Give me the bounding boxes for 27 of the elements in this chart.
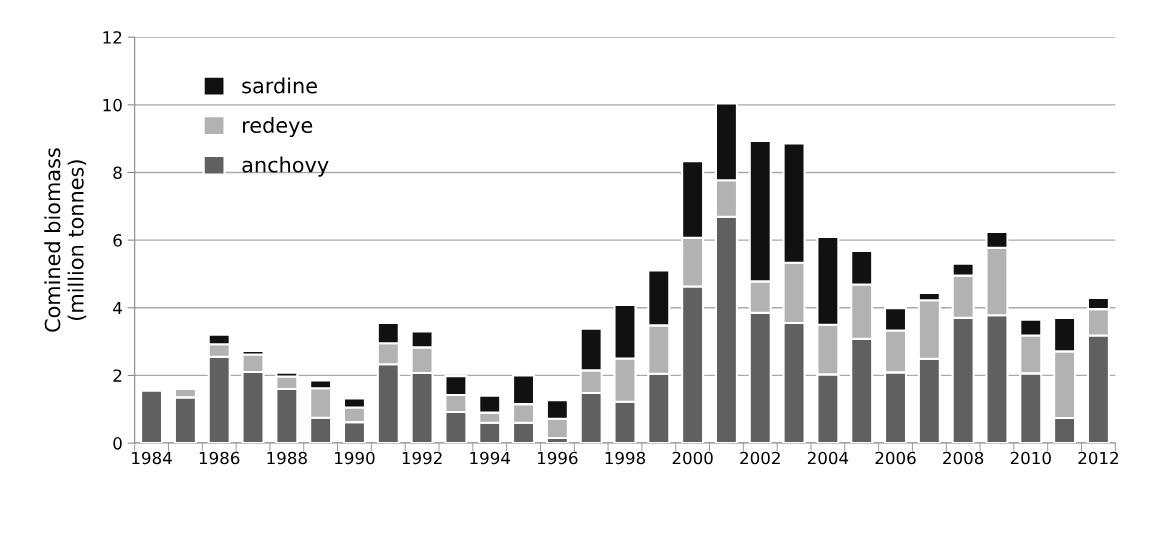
- y-tick-label: 10: [103, 98, 122, 112]
- legend-label: redeye: [243, 116, 313, 138]
- x-tick-label: 1990: [335, 451, 375, 465]
- x-tick-label: 1996: [537, 451, 578, 465]
- x-tick-label: 2004: [807, 451, 849, 465]
- y-tick-label: 8: [113, 166, 122, 180]
- x-tick-label: 1988: [267, 451, 307, 465]
- y-tick-label: 2: [113, 369, 122, 382]
- x-tick-label: 2012: [1078, 451, 1118, 465]
- y-tick-label: 6: [113, 234, 122, 247]
- legend-label: sardine: [242, 77, 317, 94]
- y-tick-label: 4: [113, 301, 122, 315]
- y-tick-label: 12: [103, 31, 122, 44]
- x-tick-label: 2006: [875, 451, 916, 465]
- x-tick-label: 1984: [132, 451, 172, 465]
- x-tick-label: 2010: [1010, 451, 1051, 465]
- legend-label: anchovy: [242, 156, 329, 177]
- x-tick-label: 1986: [199, 451, 240, 465]
- x-tick-label: 1994: [470, 451, 510, 465]
- x-tick-label: 2000: [672, 451, 713, 465]
- x-tick-label: 1998: [605, 451, 646, 465]
- x-tick-label: 2008: [943, 451, 984, 465]
- bar: [140, 389, 164, 444]
- y-tick-label: 0: [113, 437, 122, 450]
- y-axis-title: Comined biomass (million tonnes): [44, 148, 87, 332]
- x-tick-label: 1992: [402, 451, 442, 465]
- x-tick-label: 2002: [740, 451, 780, 465]
